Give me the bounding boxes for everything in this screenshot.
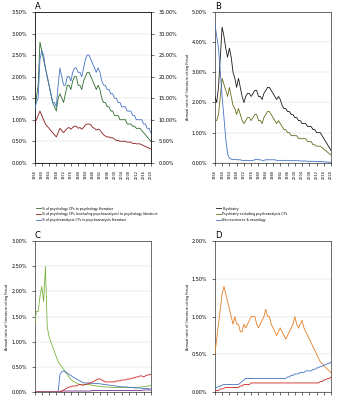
- Text: B: B: [215, 2, 221, 11]
- Text: D: D: [215, 232, 221, 240]
- Legend: % of psychology CPs to psychology literature, % of psychology CPs (excluding psy: % of psychology CPs to psychology litera…: [36, 207, 157, 222]
- Legend: Psychiatry, Psychiatry excluding psychoanalysis CPs, Neurosciences & neurology: Psychiatry, Psychiatry excluding psychoa…: [216, 207, 287, 222]
- Text: C: C: [34, 232, 40, 240]
- Y-axis label: Annual ratio of literature citing Freud: Annual ratio of literature citing Freud: [5, 284, 9, 350]
- Y-axis label: Annual ratio of literature citing Freud: Annual ratio of literature citing Freud: [186, 284, 190, 350]
- Y-axis label: Annual ratio of literature citing Freud: Annual ratio of literature citing Freud: [186, 54, 190, 120]
- Text: A: A: [34, 2, 40, 11]
